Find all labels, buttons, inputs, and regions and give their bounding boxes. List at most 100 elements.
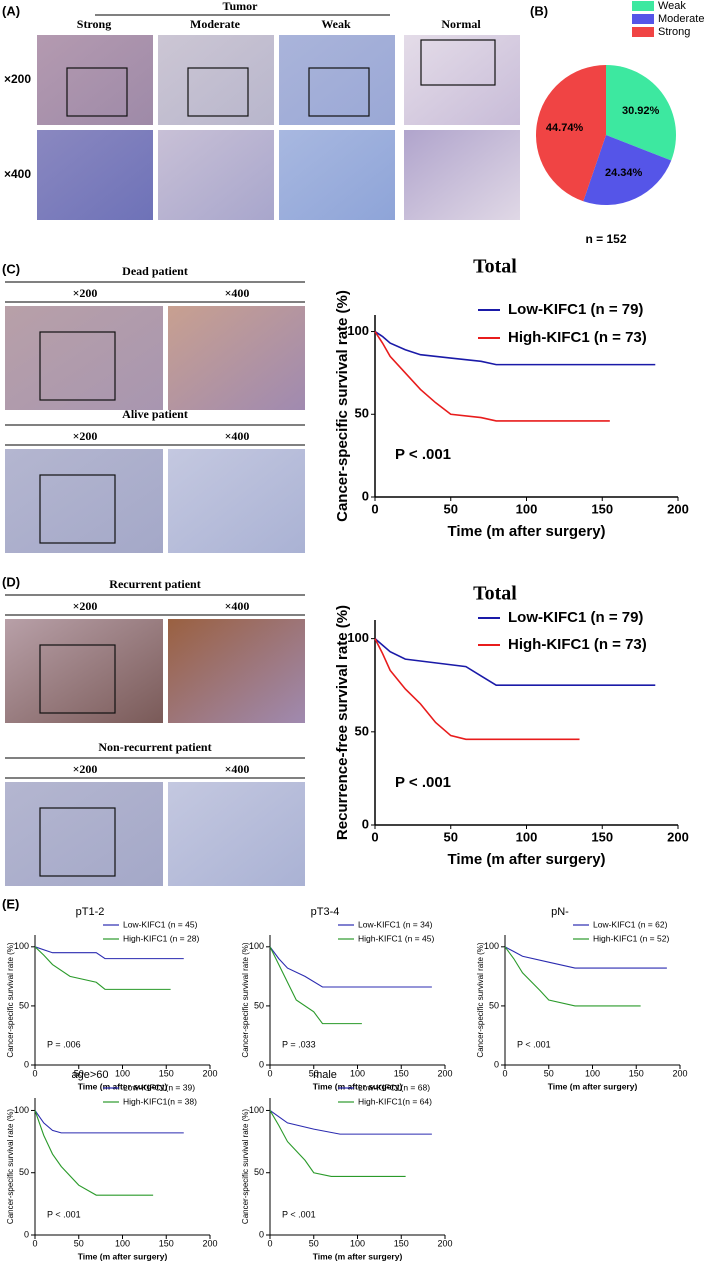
x-tick-label: 50 bbox=[74, 1068, 84, 1078]
x-tick-label: 100 bbox=[516, 501, 538, 516]
row-label: ×400 bbox=[4, 167, 31, 181]
legend-swatch bbox=[632, 27, 654, 37]
y-tick-label: 0 bbox=[362, 816, 369, 831]
x-axis-label: Time (m after surgery) bbox=[447, 851, 605, 868]
chart-title: pT3-4 bbox=[311, 906, 340, 918]
survival-curve bbox=[269, 946, 432, 988]
x-axis-label: Time (m after surgery) bbox=[548, 1081, 638, 1091]
x-tick-label: 0 bbox=[502, 1068, 507, 1078]
legend-label: Low-KIFC1 (n = 34) bbox=[358, 919, 433, 929]
legend-swatch bbox=[632, 14, 654, 24]
zoom-box bbox=[187, 67, 249, 117]
y-tick-label: 0 bbox=[24, 1059, 29, 1069]
x-tick-label: 100 bbox=[350, 1238, 365, 1248]
y-tick-label: 50 bbox=[254, 1000, 264, 1010]
x-axis-label: Time (m after surgery) bbox=[313, 1251, 403, 1261]
column-label: Strong bbox=[77, 17, 111, 31]
x-tick-label: 0 bbox=[267, 1068, 272, 1078]
zoom-box bbox=[39, 807, 116, 877]
x-tick-label: 150 bbox=[159, 1238, 174, 1248]
y-axis-label: Cancer-specific survival rate (%) bbox=[6, 942, 15, 1057]
micrograph bbox=[168, 449, 305, 553]
legend-label: High-KIFC1(n = 64) bbox=[358, 1096, 432, 1106]
legend-label: Strong bbox=[658, 26, 690, 38]
micrograph bbox=[5, 306, 163, 410]
micrograph bbox=[37, 35, 153, 125]
zoom-box bbox=[39, 331, 116, 401]
column-label: Normal bbox=[441, 17, 481, 31]
zoom-box bbox=[66, 67, 128, 117]
x-tick-label: 50 bbox=[544, 1068, 554, 1078]
x-tick-label: 0 bbox=[32, 1238, 37, 1248]
x-tick-label: 200 bbox=[437, 1068, 452, 1078]
micrograph bbox=[5, 449, 163, 553]
legend-swatch bbox=[632, 1, 654, 11]
x-tick-label: 100 bbox=[585, 1068, 600, 1078]
row-label: ×200 bbox=[4, 72, 31, 86]
column-label: Weak bbox=[321, 17, 351, 31]
survival-curve bbox=[504, 946, 667, 969]
magnification: ×400 bbox=[225, 429, 250, 443]
panel-label: (E) bbox=[2, 896, 19, 911]
legend-label: Weak bbox=[658, 0, 686, 12]
x-tick-label: 50 bbox=[444, 829, 458, 844]
panel-label: (D) bbox=[2, 574, 20, 589]
y-axis-label: Cancer-specific survival rate (%) bbox=[6, 1109, 15, 1224]
y-tick-label: 50 bbox=[19, 1000, 29, 1010]
chart-title: male bbox=[313, 1069, 337, 1081]
block-title: Non-recurrent patient bbox=[98, 740, 211, 754]
magnification: ×200 bbox=[73, 762, 98, 776]
zoom-box bbox=[420, 39, 496, 86]
magnification: ×400 bbox=[225, 762, 250, 776]
legend-label: Low-KIFC1 (n = 79) bbox=[508, 301, 643, 318]
survival-curve bbox=[504, 946, 641, 1007]
y-tick-label: 50 bbox=[489, 1000, 499, 1010]
value-label: 30.92% bbox=[622, 105, 660, 117]
x-tick-label: 100 bbox=[516, 829, 538, 844]
chart-title: age>60 bbox=[71, 1069, 108, 1081]
y-tick-label: 0 bbox=[259, 1059, 264, 1069]
y-tick-label: 100 bbox=[14, 941, 29, 951]
p-value: P < .001 bbox=[395, 774, 451, 791]
legend-label: High-KIFC1 (n = 28) bbox=[123, 933, 199, 943]
block-title: Alive patient bbox=[122, 407, 188, 421]
micrograph bbox=[168, 306, 305, 410]
x-tick-label: 150 bbox=[159, 1068, 174, 1078]
x-axis-label: Time (m after surgery) bbox=[313, 1081, 403, 1091]
x-tick-label: 200 bbox=[202, 1068, 217, 1078]
y-tick-label: 100 bbox=[347, 323, 369, 338]
y-tick-label: 0 bbox=[24, 1229, 29, 1239]
micrograph bbox=[168, 782, 305, 886]
legend-label: Low-KIFC1 (n = 79) bbox=[508, 609, 643, 626]
x-tick-label: 200 bbox=[202, 1238, 217, 1248]
x-tick-label: 150 bbox=[591, 501, 613, 516]
y-axis-label: Recurrence-free survival rate (%) bbox=[334, 605, 351, 840]
y-axis-label: Cancer-specific survival rate (%) bbox=[241, 1109, 250, 1224]
value-label: 24.34% bbox=[605, 167, 643, 179]
y-tick-label: 50 bbox=[355, 406, 369, 421]
micrograph bbox=[158, 130, 274, 220]
legend-label: Moderate bbox=[658, 13, 704, 25]
x-tick-label: 50 bbox=[74, 1238, 84, 1248]
survival-curve bbox=[269, 1110, 432, 1135]
x-tick-label: 200 bbox=[667, 501, 689, 516]
survival-curve bbox=[374, 331, 610, 422]
x-tick-label: 0 bbox=[267, 1238, 272, 1248]
x-tick-label: 100 bbox=[115, 1238, 130, 1248]
y-tick-label: 100 bbox=[249, 941, 264, 951]
survival-curve bbox=[374, 638, 656, 687]
magnification: ×400 bbox=[225, 286, 250, 300]
survival-curve bbox=[374, 638, 580, 741]
legend-label: Low-KIFC1(n = 39) bbox=[123, 1082, 195, 1092]
y-tick-label: 100 bbox=[484, 941, 499, 951]
y-tick-label: 0 bbox=[494, 1059, 499, 1069]
chart-title: Total bbox=[473, 256, 517, 278]
survival-curve bbox=[34, 1110, 184, 1134]
x-tick-label: 0 bbox=[32, 1068, 37, 1078]
zoom-box bbox=[39, 474, 116, 544]
x-axis-label: Time (m after surgery) bbox=[447, 523, 605, 540]
legend-label: High-KIFC1(n = 38) bbox=[123, 1096, 197, 1106]
micrograph bbox=[279, 35, 395, 125]
